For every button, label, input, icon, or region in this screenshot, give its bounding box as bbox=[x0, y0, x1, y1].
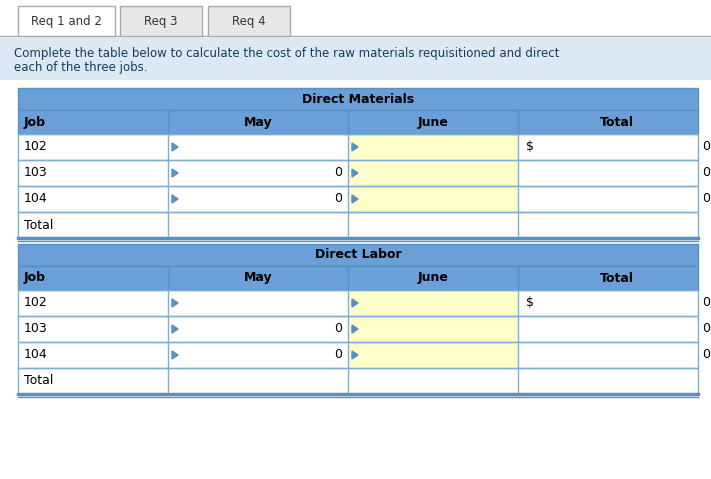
Bar bbox=[18, 368, 168, 394]
Bar bbox=[348, 186, 518, 212]
Bar bbox=[18, 212, 168, 238]
Polygon shape bbox=[172, 325, 178, 333]
Text: 102: 102 bbox=[24, 140, 48, 153]
Bar bbox=[518, 316, 711, 342]
Text: 0: 0 bbox=[334, 167, 342, 180]
Bar bbox=[18, 342, 698, 368]
Text: May: May bbox=[244, 272, 272, 285]
Text: Total: Total bbox=[600, 272, 634, 285]
Bar bbox=[348, 316, 518, 342]
Text: 0: 0 bbox=[334, 193, 342, 205]
Polygon shape bbox=[352, 143, 358, 151]
Bar bbox=[18, 316, 168, 342]
Text: 0: 0 bbox=[702, 297, 710, 309]
Bar bbox=[18, 290, 698, 316]
Text: June: June bbox=[417, 115, 449, 128]
Bar bbox=[18, 316, 698, 342]
Bar bbox=[518, 186, 711, 212]
Bar bbox=[518, 368, 711, 394]
Text: Req 3: Req 3 bbox=[144, 14, 178, 27]
Polygon shape bbox=[172, 143, 178, 151]
Polygon shape bbox=[352, 351, 358, 359]
Text: 103: 103 bbox=[24, 322, 48, 335]
Bar bbox=[18, 134, 698, 160]
Text: $: $ bbox=[526, 297, 534, 309]
Bar bbox=[18, 266, 698, 290]
Bar bbox=[18, 266, 698, 290]
Bar bbox=[348, 290, 518, 316]
Bar bbox=[18, 134, 168, 160]
Polygon shape bbox=[352, 325, 358, 333]
Bar bbox=[18, 244, 698, 266]
Bar bbox=[18, 290, 168, 316]
Text: 0: 0 bbox=[702, 167, 710, 180]
Text: 0: 0 bbox=[334, 322, 342, 335]
Text: 0: 0 bbox=[702, 193, 710, 205]
Text: 103: 103 bbox=[24, 167, 48, 180]
Polygon shape bbox=[172, 195, 178, 203]
Bar bbox=[348, 212, 518, 238]
Text: 104: 104 bbox=[24, 349, 48, 362]
Bar bbox=[18, 368, 698, 394]
Text: 0: 0 bbox=[702, 349, 710, 362]
Text: $: $ bbox=[526, 140, 534, 153]
Bar bbox=[168, 212, 348, 238]
Text: Total: Total bbox=[600, 115, 634, 128]
Bar bbox=[348, 160, 518, 186]
Bar bbox=[168, 160, 348, 186]
Text: June: June bbox=[417, 272, 449, 285]
Polygon shape bbox=[172, 351, 178, 359]
Bar bbox=[18, 342, 168, 368]
Bar bbox=[168, 186, 348, 212]
Text: 104: 104 bbox=[24, 193, 48, 205]
Text: Total: Total bbox=[24, 218, 53, 231]
Bar bbox=[518, 342, 711, 368]
Text: Job: Job bbox=[24, 272, 46, 285]
Bar bbox=[18, 88, 698, 110]
Bar bbox=[0, 38, 711, 80]
Bar bbox=[168, 368, 348, 394]
Bar bbox=[348, 342, 518, 368]
Text: 0: 0 bbox=[702, 140, 710, 153]
Text: Job: Job bbox=[24, 115, 46, 128]
Text: May: May bbox=[244, 115, 272, 128]
Polygon shape bbox=[352, 195, 358, 203]
Bar bbox=[168, 290, 348, 316]
Bar bbox=[348, 368, 518, 394]
Text: each of the three jobs.: each of the three jobs. bbox=[14, 61, 147, 74]
Text: Complete the table below to calculate the cost of the raw materials requisitione: Complete the table below to calculate th… bbox=[14, 47, 560, 60]
Bar bbox=[18, 186, 168, 212]
Text: 0: 0 bbox=[702, 322, 710, 335]
Bar bbox=[518, 290, 711, 316]
Text: 102: 102 bbox=[24, 297, 48, 309]
Bar bbox=[18, 160, 698, 186]
Bar bbox=[18, 212, 698, 238]
Bar bbox=[168, 316, 348, 342]
Text: 0: 0 bbox=[334, 349, 342, 362]
Text: Req 4: Req 4 bbox=[232, 14, 266, 27]
Text: Total: Total bbox=[24, 375, 53, 388]
Bar bbox=[18, 160, 168, 186]
Bar bbox=[348, 134, 518, 160]
Polygon shape bbox=[352, 299, 358, 307]
Bar bbox=[18, 110, 698, 134]
Polygon shape bbox=[172, 169, 178, 177]
Bar bbox=[120, 6, 202, 36]
Bar bbox=[518, 134, 711, 160]
Bar bbox=[18, 6, 115, 36]
Text: Req 1 and 2: Req 1 and 2 bbox=[31, 14, 102, 27]
Bar bbox=[168, 342, 348, 368]
Bar bbox=[18, 110, 698, 134]
Bar bbox=[168, 134, 348, 160]
Bar bbox=[18, 186, 698, 212]
Bar bbox=[518, 212, 711, 238]
Text: Direct Materials: Direct Materials bbox=[302, 92, 414, 105]
Polygon shape bbox=[172, 299, 178, 307]
Polygon shape bbox=[352, 169, 358, 177]
Bar bbox=[208, 6, 290, 36]
Text: Direct Labor: Direct Labor bbox=[315, 249, 401, 262]
Bar bbox=[518, 160, 711, 186]
